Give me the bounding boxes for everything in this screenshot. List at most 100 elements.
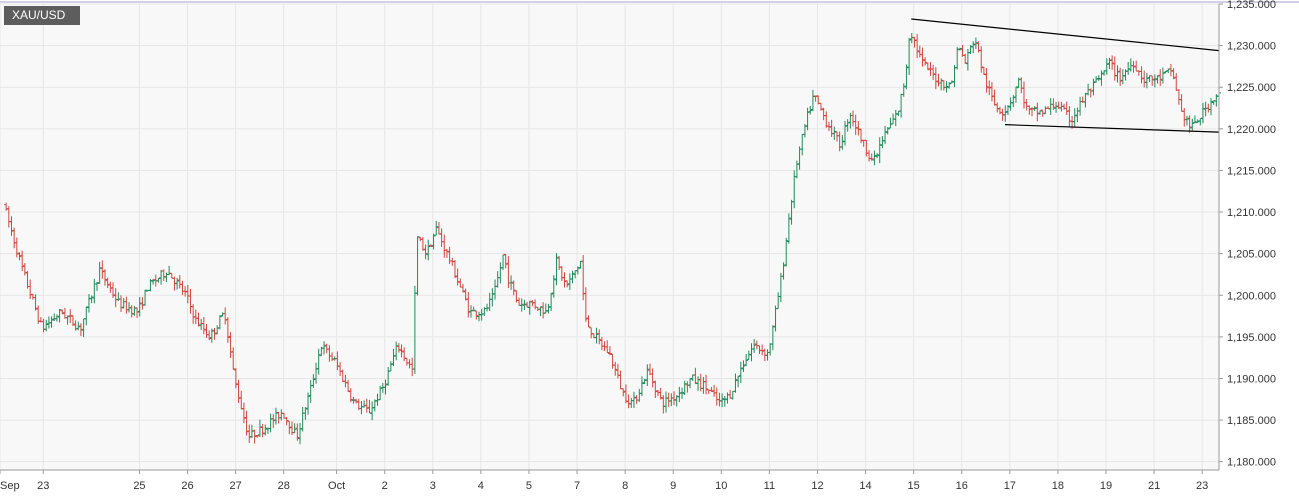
symbol-badge: XAU/USD xyxy=(4,6,80,25)
trendlines xyxy=(911,18,1220,133)
ohlc-bar xyxy=(172,276,177,291)
ohlc-bar xyxy=(466,292,471,318)
ohlc-bar xyxy=(1094,76,1099,83)
ohlc-bar xyxy=(78,323,83,337)
ohlc-bar xyxy=(193,309,198,324)
ohlc-bar xyxy=(968,45,973,54)
y-tick-label: 1,220.000 xyxy=(1227,124,1276,136)
ohlc-bar xyxy=(741,360,746,372)
ohlc-bar xyxy=(1144,72,1149,89)
x-tick-label: 23 xyxy=(1196,480,1208,492)
trendline xyxy=(911,18,1220,52)
y-tick-label: 1,205.000 xyxy=(1227,249,1276,261)
ohlc-bar xyxy=(559,266,564,281)
ohlc-bar xyxy=(605,340,610,353)
ohlc-bar xyxy=(786,213,791,244)
ohlc-bar xyxy=(33,294,38,311)
ohlc-bar xyxy=(295,423,300,441)
x-tick-label: 8 xyxy=(622,480,628,492)
ohlc-bar xyxy=(717,392,722,407)
ohlc-bar xyxy=(1112,56,1117,81)
x-tick-label: 17 xyxy=(1004,480,1016,492)
ohlc-bar xyxy=(939,78,944,91)
ohlc-bar xyxy=(594,327,599,344)
y-tick-label: 1,235.000 xyxy=(1227,0,1276,11)
ohlc-bar xyxy=(781,262,786,280)
ohlc-bar xyxy=(284,416,289,426)
ohlc-bar xyxy=(856,121,861,136)
ohlc-bar xyxy=(575,266,580,275)
ohlc-bar xyxy=(231,347,236,370)
ohlc-bar xyxy=(818,102,823,111)
ohlc-bar xyxy=(805,107,810,131)
ohlc-bar xyxy=(736,375,741,388)
ohlc-bar xyxy=(933,67,938,90)
ohlc-bar xyxy=(1190,118,1195,131)
ohlc-bar xyxy=(1200,102,1205,124)
ohlc-bar xyxy=(965,48,970,71)
ohlc-bar xyxy=(522,299,527,311)
ohlc-bar xyxy=(920,47,925,67)
ohlc-bar xyxy=(20,250,25,272)
ohlc-bar xyxy=(682,380,687,396)
ohlc-bar xyxy=(1139,66,1144,84)
ohlc-bar xyxy=(1040,109,1045,117)
ohlc-bar xyxy=(1115,65,1120,83)
ohlc-bar xyxy=(947,82,952,89)
ohlc-bar xyxy=(626,394,631,409)
ohlc-bar xyxy=(22,263,27,276)
ohlc-bar xyxy=(709,386,714,393)
ohlc-bar xyxy=(885,127,890,135)
ohlc-bar xyxy=(455,268,460,286)
ohlc-bar xyxy=(257,419,262,438)
ohlc-bar xyxy=(1171,68,1176,80)
ohlc-bar xyxy=(583,287,588,322)
ohlc-bar xyxy=(76,321,81,331)
ohlc-bar xyxy=(1104,58,1109,75)
ohlc-bar xyxy=(722,395,727,407)
ohlc-bar xyxy=(658,387,663,400)
ohlc-bar xyxy=(511,280,516,296)
x-tick-label: 7 xyxy=(574,480,580,492)
ohlc-bar xyxy=(912,36,917,48)
ohlc-bar xyxy=(471,306,476,312)
ohlc-bar xyxy=(1000,108,1005,122)
gridlines xyxy=(0,3,1219,470)
ohlc-bar xyxy=(316,348,321,375)
ohlc-bar xyxy=(287,420,292,435)
ohlc-bar xyxy=(70,315,75,326)
y-tick-label: 1,200.000 xyxy=(1227,290,1276,302)
x-tick-label: 28 xyxy=(278,480,290,492)
y-tick-label: 1,190.000 xyxy=(1227,373,1276,385)
ohlc-bar xyxy=(733,373,738,393)
ohlc-bar xyxy=(388,361,393,372)
ohlc-bar xyxy=(396,343,401,353)
ohlc-bar xyxy=(135,307,140,318)
ohlc-bar xyxy=(84,306,89,326)
ohlc-bar xyxy=(311,374,316,388)
ohlc-bar xyxy=(509,275,514,290)
ohlc-bar xyxy=(65,315,70,325)
ohlc-bar xyxy=(794,160,799,179)
ohlc-bar xyxy=(1011,95,1016,108)
ohlc-bar xyxy=(306,392,311,415)
ohlc-bar xyxy=(1152,74,1157,88)
x-tick-label: 3 xyxy=(430,480,436,492)
ohlc-bar xyxy=(832,126,837,140)
ohlc-bar xyxy=(428,244,433,247)
ohlc-bar xyxy=(119,295,124,313)
ohlc-bar xyxy=(639,376,644,397)
ohlc-bar xyxy=(501,254,506,270)
ohlc-bar xyxy=(17,252,22,261)
ohlc-bar xyxy=(463,288,468,301)
ohlc-bar xyxy=(987,80,992,96)
ohlc-bar xyxy=(883,125,888,145)
ohlc-bar xyxy=(1080,96,1085,103)
ohlc-bar xyxy=(1003,105,1008,122)
ohlc-bar xyxy=(100,260,105,279)
ohlc-bar xyxy=(57,308,62,323)
ohlc-bar xyxy=(752,339,757,353)
ohlc-bar xyxy=(236,379,241,403)
